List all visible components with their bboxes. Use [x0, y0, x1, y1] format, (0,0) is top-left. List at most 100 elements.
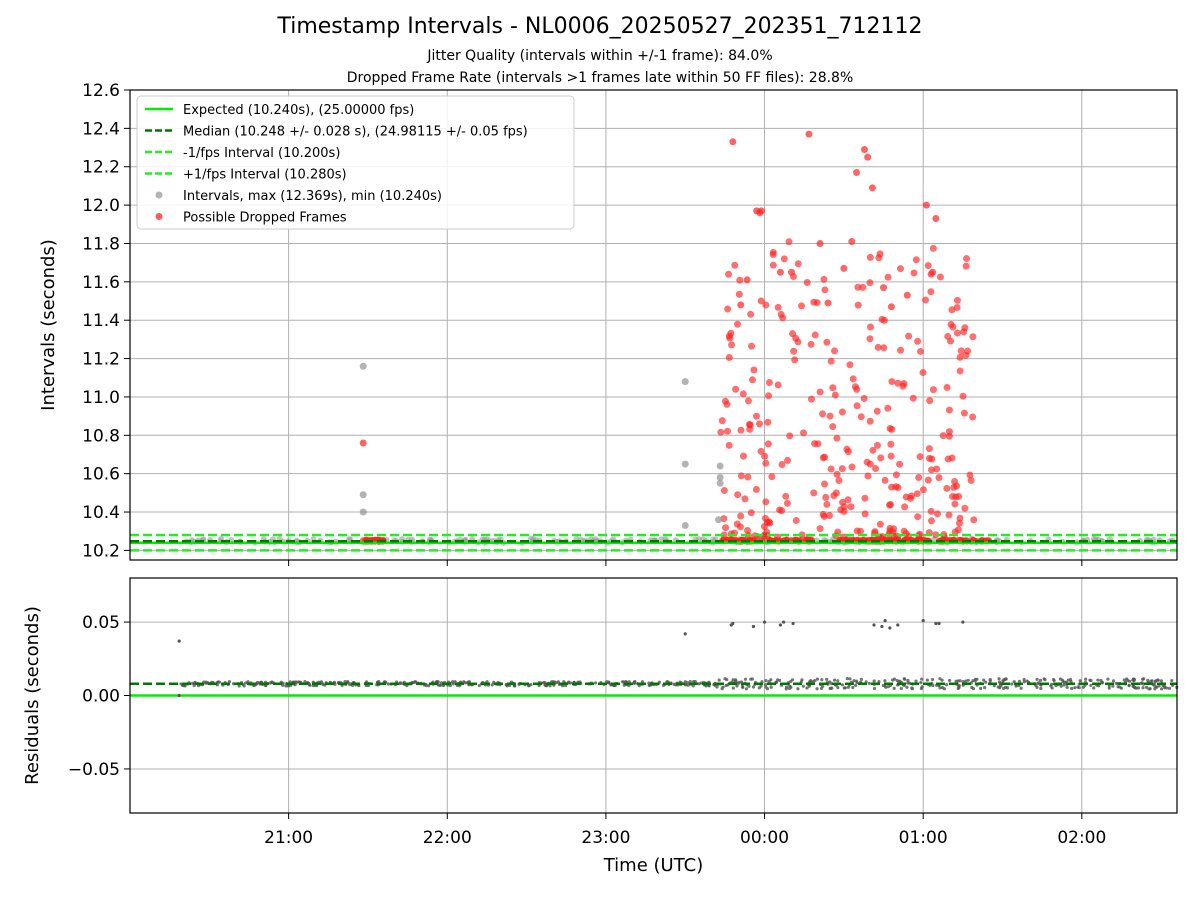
- dropped-frame-point: [917, 347, 925, 355]
- residual-point: [731, 621, 735, 626]
- dropped-frame-point: [734, 491, 742, 499]
- dropped-frame-point: [860, 145, 868, 153]
- residual-point: [1133, 686, 1137, 690]
- dropped-frame-point: [823, 500, 831, 508]
- residual-point: [762, 620, 767, 624]
- dropped-frame-point: [736, 276, 744, 284]
- dropped-frame-point: [794, 260, 802, 268]
- residual-point: [683, 680, 687, 684]
- residual-point: [1107, 686, 1111, 690]
- residual-point: [179, 682, 183, 686]
- legend-entry-label: Expected (10.240s), (25.00000 fps): [183, 103, 414, 118]
- residual-point: [819, 686, 824, 691]
- dropped-frame-point: [913, 490, 921, 498]
- residual-point: [988, 677, 992, 682]
- dropped-frame-point: [844, 448, 852, 456]
- residual-point: [1035, 677, 1039, 681]
- dropped-frame-point: [874, 343, 882, 351]
- residual-point: [825, 677, 829, 681]
- dropped-frame-point: [909, 394, 917, 402]
- dropped-frame-point: [824, 299, 832, 307]
- dropped-frame-point: [951, 528, 959, 536]
- dropped-frame-point: [899, 382, 907, 390]
- dropped-frame-point: [744, 473, 752, 481]
- dropped-frame-point: [887, 440, 895, 448]
- dropped-frame-point: [790, 347, 798, 355]
- residual-point: [1170, 678, 1174, 683]
- dropped-frame-point: [872, 465, 880, 473]
- residual-point: [1068, 678, 1073, 682]
- dropped-frame-point: [914, 513, 922, 521]
- dropped-frame-point: [912, 256, 920, 264]
- dropped-frame-point: [765, 392, 773, 400]
- residual-point: [888, 626, 892, 630]
- residual-point: [979, 686, 983, 691]
- top-y-tick-label: 10.8: [82, 426, 120, 446]
- dropped-frame-point: [956, 367, 964, 375]
- dropped-frame-point: [932, 215, 940, 223]
- dropped-frame-point: [769, 248, 777, 256]
- residual-point: [1036, 681, 1040, 686]
- residual-point: [490, 683, 494, 687]
- residual-point: [820, 678, 824, 682]
- x-tick-label: 01:00: [899, 828, 948, 848]
- residual-point: [1059, 684, 1063, 688]
- dropped-frame-point: [960, 328, 968, 336]
- dropped-frame-point: [949, 323, 957, 331]
- residual-point: [751, 624, 756, 629]
- residual-point: [906, 681, 910, 685]
- dropped-frame-point: [925, 454, 933, 462]
- dropped-frame-point: [880, 284, 888, 292]
- dropped-frame-point: [774, 303, 782, 311]
- dropped-frame-point: [798, 302, 806, 310]
- dropped-frame-point: [782, 492, 790, 500]
- residual-point: [938, 677, 942, 681]
- residual-point: [883, 618, 887, 623]
- residual-point: [1163, 686, 1167, 690]
- residual-point: [1136, 686, 1141, 690]
- residual-point: [177, 639, 181, 643]
- residual-point: [1014, 684, 1018, 688]
- bottom-y-axis-label: Residuals (seconds): [22, 606, 43, 785]
- dropped-frame-point: [717, 428, 725, 436]
- dropped-frame-point: [866, 460, 874, 468]
- dropped-frame-point: [803, 278, 811, 286]
- residual-point: [937, 621, 941, 626]
- dropped-frame-point: [873, 407, 881, 415]
- dropped-frame-point: [764, 418, 772, 426]
- residual-point: [1139, 681, 1143, 685]
- x-tick-label: 22:00: [423, 828, 472, 848]
- dropped-frame-point: [737, 426, 745, 434]
- residual-point: [1005, 686, 1010, 690]
- dropped-frame-point: [915, 474, 923, 482]
- residual-point: [747, 684, 751, 688]
- residual-point: [1155, 685, 1159, 689]
- dropped-frame-point: [737, 512, 745, 520]
- residual-point: [633, 680, 637, 684]
- dropped-frame-point: [764, 440, 772, 448]
- residual-point: [1010, 682, 1014, 686]
- residual-point: [836, 686, 840, 690]
- dropped-frame-point: [849, 375, 857, 383]
- dropped-frame-point: [359, 439, 367, 447]
- residual-point: [815, 687, 819, 691]
- residual-point: [930, 677, 935, 682]
- residual-point: [724, 683, 728, 688]
- residual-point: [227, 680, 232, 684]
- x-tick-label: 23:00: [581, 828, 630, 848]
- residual-point: [947, 678, 952, 683]
- residual-point: [1111, 684, 1115, 688]
- dropped-frame-point: [897, 346, 905, 354]
- dropped-frame-point: [819, 410, 827, 418]
- dropped-frame-point: [933, 465, 941, 473]
- dropped-frame-point: [765, 379, 773, 387]
- dropped-frame-point: [752, 485, 760, 493]
- dropped-frame-point: [838, 465, 846, 473]
- dropped-frame-point: [888, 378, 896, 386]
- residual-point: [551, 680, 555, 684]
- residual-point: [910, 686, 914, 690]
- dropped-frame-point: [969, 413, 977, 421]
- residual-point: [925, 678, 929, 682]
- dropped-frame-point: [869, 446, 877, 454]
- residual-point: [1043, 678, 1047, 682]
